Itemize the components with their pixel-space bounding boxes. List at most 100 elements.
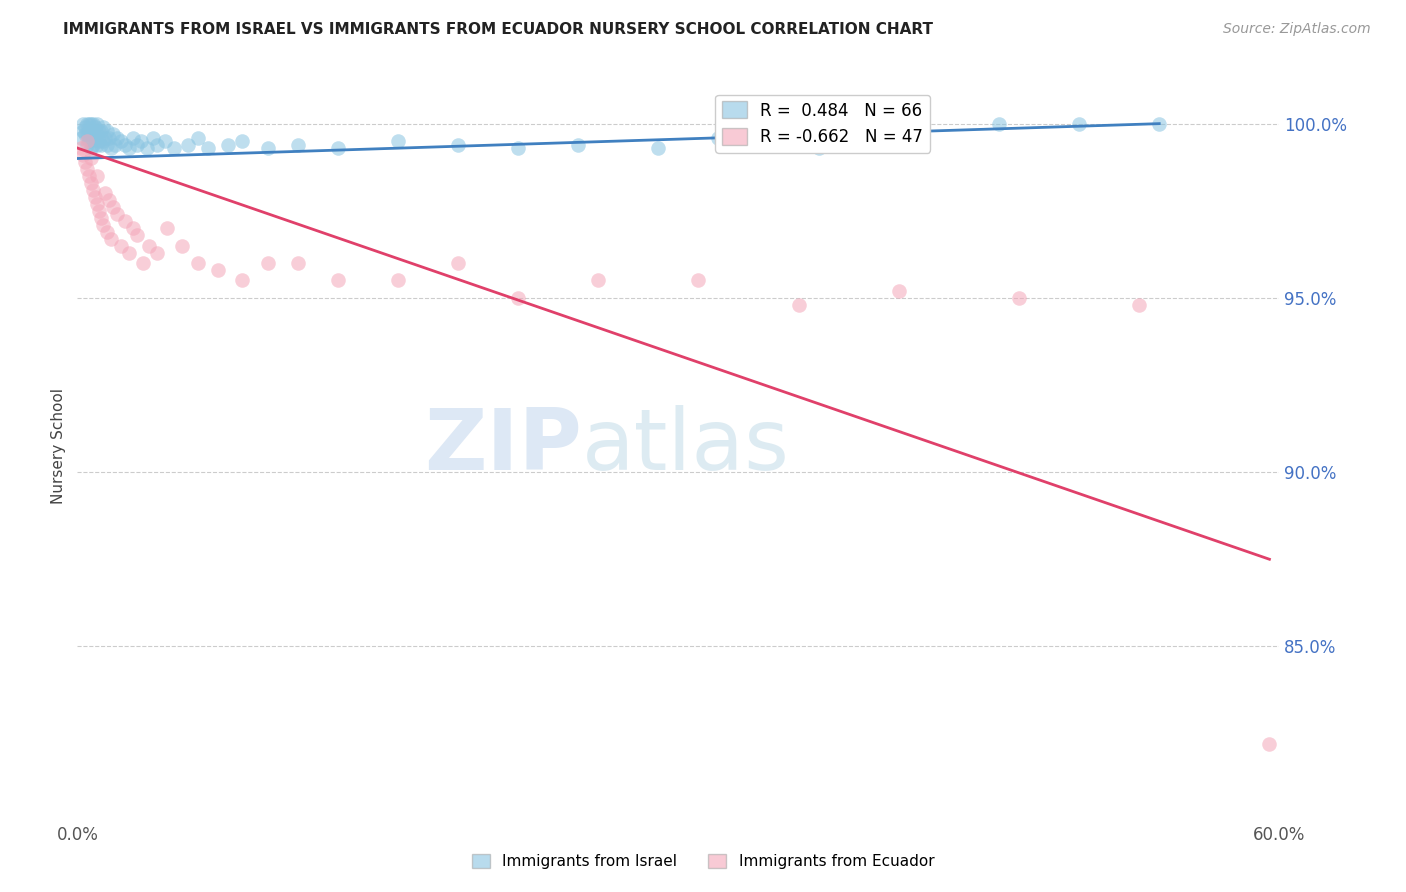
Point — [79, 134, 101, 148]
Point — [80, 127, 103, 141]
Point — [807, 141, 830, 155]
Point — [122, 221, 145, 235]
Point — [387, 273, 409, 287]
Point — [146, 137, 169, 152]
Point — [256, 256, 278, 270]
Legend: R =  0.484   N = 66, R = -0.662   N = 47: R = 0.484 N = 66, R = -0.662 N = 47 — [716, 95, 929, 153]
Point — [89, 134, 111, 148]
Point — [84, 190, 107, 204]
Point — [155, 134, 177, 148]
Point — [94, 130, 117, 145]
Point — [127, 137, 149, 152]
Point — [72, 148, 94, 162]
Point — [114, 214, 136, 228]
Point — [86, 127, 108, 141]
Point — [588, 273, 610, 287]
Point — [142, 130, 165, 145]
Point — [131, 134, 153, 148]
Point — [186, 130, 209, 145]
Point — [567, 137, 589, 152]
Point — [84, 130, 107, 145]
Point — [90, 123, 112, 137]
Point — [138, 238, 160, 252]
Text: ZIP: ZIP — [425, 404, 582, 488]
Point — [93, 120, 115, 135]
Point — [508, 141, 530, 155]
Point — [72, 117, 94, 131]
Point — [287, 137, 309, 152]
Point — [100, 141, 122, 155]
Point — [94, 186, 117, 201]
Point — [508, 291, 530, 305]
Y-axis label: Nursery School: Nursery School — [51, 388, 66, 504]
Point — [127, 228, 149, 243]
Point — [107, 207, 129, 221]
Point — [447, 137, 470, 152]
Point — [80, 141, 103, 155]
Point — [86, 196, 108, 211]
Point — [231, 273, 253, 287]
Point — [1128, 298, 1150, 312]
Point — [98, 194, 121, 208]
Text: IMMIGRANTS FROM ISRAEL VS IMMIGRANTS FROM ECUADOR NURSERY SCHOOL CORRELATION CHA: IMMIGRANTS FROM ISRAEL VS IMMIGRANTS FRO… — [63, 22, 934, 37]
Text: Source: ZipAtlas.com: Source: ZipAtlas.com — [1223, 22, 1371, 37]
Point — [110, 134, 132, 148]
Point — [96, 225, 118, 239]
Point — [176, 137, 198, 152]
Point — [688, 273, 710, 287]
Text: atlas: atlas — [582, 404, 790, 488]
Point — [75, 120, 97, 135]
Point — [162, 141, 184, 155]
Point — [84, 120, 107, 135]
Point — [132, 256, 155, 270]
Point — [103, 200, 125, 214]
Point — [79, 123, 101, 137]
Point — [887, 284, 910, 298]
Point — [93, 218, 115, 232]
Point — [86, 137, 108, 152]
Point — [104, 137, 127, 152]
Point — [326, 273, 349, 287]
Point — [96, 123, 118, 137]
Point — [76, 134, 98, 148]
Point — [89, 123, 111, 137]
Point — [1008, 291, 1031, 305]
Point — [231, 134, 253, 148]
Point — [75, 155, 97, 169]
Point — [89, 203, 111, 218]
Point — [76, 127, 98, 141]
Point — [118, 141, 141, 155]
Point — [197, 141, 219, 155]
Point — [72, 123, 94, 137]
Point — [98, 130, 121, 145]
Point — [1258, 737, 1281, 751]
Point — [118, 245, 141, 260]
Point — [1069, 117, 1091, 131]
Point — [122, 130, 145, 145]
Point — [326, 141, 349, 155]
Point — [287, 256, 309, 270]
Point — [207, 263, 229, 277]
Point — [707, 130, 730, 145]
Point — [90, 211, 112, 225]
Point — [988, 117, 1011, 131]
Legend: Immigrants from Israel, Immigrants from Ecuador: Immigrants from Israel, Immigrants from … — [465, 848, 941, 875]
Point — [146, 245, 169, 260]
Point — [387, 134, 409, 148]
Point — [70, 141, 93, 155]
Point — [156, 221, 179, 235]
Point — [110, 238, 132, 252]
Point — [217, 137, 239, 152]
Point — [76, 161, 98, 176]
Point — [787, 298, 810, 312]
Point — [79, 169, 101, 183]
Point — [82, 117, 104, 131]
Point — [256, 141, 278, 155]
Point — [76, 137, 98, 152]
Point — [93, 134, 115, 148]
Point — [80, 152, 103, 166]
Point — [90, 137, 112, 152]
Point — [908, 117, 931, 131]
Point — [80, 117, 103, 131]
Point — [82, 137, 104, 152]
